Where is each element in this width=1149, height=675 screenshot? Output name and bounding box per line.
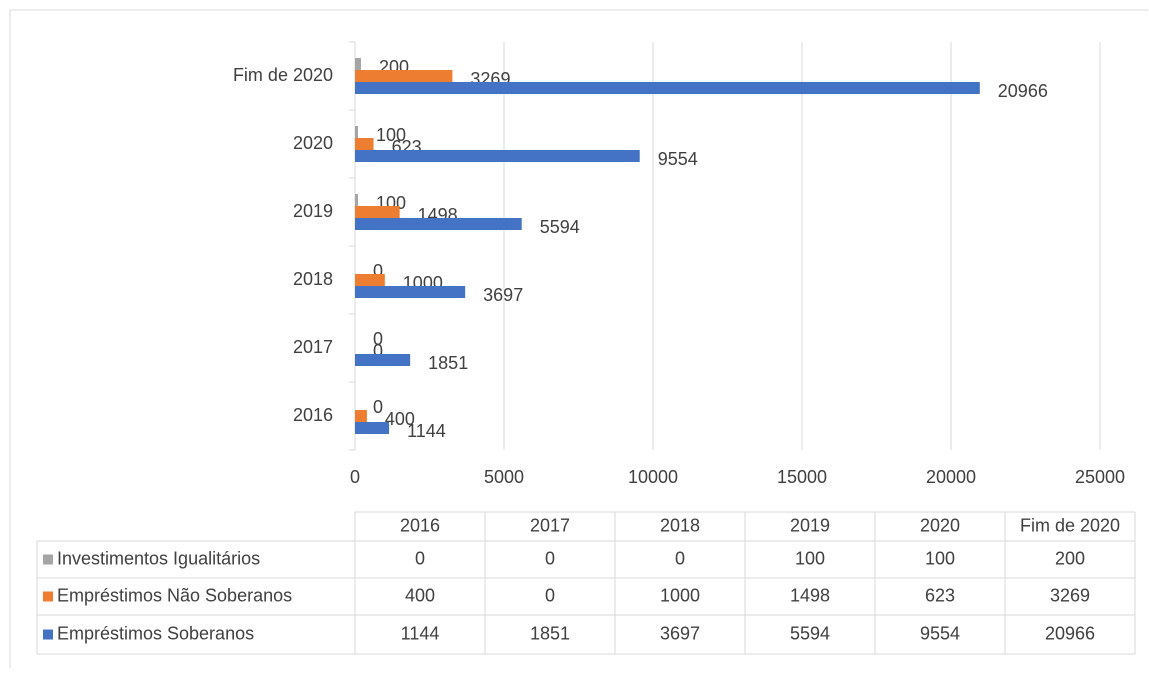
- x-tick-label: 15000: [777, 467, 827, 487]
- x-tick-label: 5000: [484, 467, 524, 487]
- table-cell: 100: [795, 548, 825, 568]
- data-label: 3697: [483, 285, 523, 305]
- table-cell: 0: [545, 548, 555, 568]
- data-label: 1144: [407, 421, 446, 441]
- table-cell: 3269: [1050, 585, 1090, 605]
- table-header: 2017: [530, 515, 570, 535]
- bar: [355, 422, 390, 434]
- data-label: 100: [376, 125, 406, 145]
- legend-swatch: [43, 591, 53, 602]
- bar: [355, 218, 522, 230]
- table-cell: 1851: [530, 623, 570, 643]
- table-header: 2020: [920, 515, 960, 535]
- bar: [355, 410, 367, 422]
- bar: [355, 126, 358, 138]
- y-tick-label: Fim de 2020: [233, 65, 333, 85]
- table-cell: 200: [1055, 548, 1085, 568]
- table-header: 2019: [790, 515, 830, 535]
- data-label: 5594: [540, 217, 580, 237]
- x-tick-label: 25000: [1075, 467, 1125, 487]
- table-cell: 20966: [1045, 623, 1095, 643]
- data-label: 400: [385, 409, 415, 429]
- x-tick-label: 0: [350, 467, 360, 487]
- y-tick-label: 2018: [293, 269, 333, 289]
- table-header: 2016: [400, 515, 440, 535]
- table-cell: 1498: [790, 585, 830, 605]
- y-tick-label: 2020: [293, 133, 333, 153]
- legend-label: Investimentos Igualitários: [57, 548, 260, 568]
- data-label: 0: [373, 341, 383, 361]
- legend-swatch: [43, 629, 53, 640]
- table-cell: 623: [925, 585, 955, 605]
- bar: [355, 138, 374, 150]
- data-label: 20966: [998, 81, 1048, 101]
- table-header: Fim de 2020: [1020, 515, 1120, 535]
- data-label: 0: [373, 329, 383, 349]
- data-label: 9554: [658, 149, 698, 169]
- table-cell: 400: [405, 585, 435, 605]
- legend-label: Empréstimos Não Soberanos: [57, 585, 292, 605]
- data-label: 1851: [428, 353, 468, 373]
- table-cell: 100: [925, 548, 955, 568]
- y-tick-label: 2016: [293, 405, 333, 425]
- data-label: 0: [373, 261, 383, 281]
- table-header: 2018: [660, 515, 700, 535]
- bar: [355, 206, 400, 218]
- table-cell: 9554: [920, 623, 960, 643]
- table-cell: 0: [415, 548, 425, 568]
- table-cell: 1144: [401, 623, 440, 643]
- data-label: 0: [373, 397, 383, 417]
- table-cell: 1000: [660, 585, 700, 605]
- x-tick-label: 10000: [628, 467, 678, 487]
- table-cell: 5594: [790, 623, 830, 643]
- bar: [355, 194, 358, 206]
- bar: [355, 354, 411, 366]
- x-tick-label: 20000: [926, 467, 976, 487]
- bar: [355, 70, 453, 82]
- legend-swatch: [43, 554, 53, 565]
- bar: [355, 286, 466, 298]
- y-tick-label: 2017: [293, 337, 333, 357]
- bar: [355, 274, 385, 286]
- chart-frame: [9, 9, 1148, 668]
- bar: [355, 82, 980, 94]
- legend-label: Empréstimos Soberanos: [57, 623, 254, 643]
- table-cell: 0: [675, 548, 685, 568]
- y-tick-label: 2019: [293, 201, 333, 221]
- table-cell: 0: [545, 585, 555, 605]
- bar: [355, 58, 361, 70]
- bar: [355, 150, 640, 162]
- table-cell: 3697: [660, 623, 700, 643]
